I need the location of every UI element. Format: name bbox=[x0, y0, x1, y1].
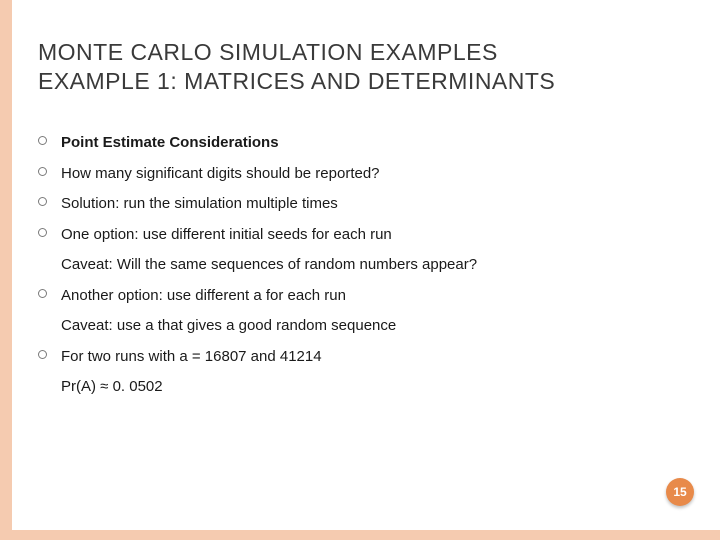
bullet-icon bbox=[38, 136, 47, 145]
slide-title: MONTE CARLO SIMULATION EXAMPLES EXAMPLE … bbox=[38, 38, 678, 96]
list-item-text: Point Estimate Considerations bbox=[61, 132, 279, 155]
bullet-icon bbox=[38, 228, 47, 237]
bullet-icon bbox=[38, 289, 47, 298]
list-item-text: For two runs with a = 16807 and 41214 bbox=[61, 346, 322, 369]
page-number-badge: 15 bbox=[666, 478, 694, 506]
title-line-2: EXAMPLE 1: MATRICES AND DETERMINANTS bbox=[38, 67, 678, 96]
list-item-sub: Caveat: Will the same sequences of rando… bbox=[61, 254, 678, 277]
list-item-text: Solution: run the simulation multiple ti… bbox=[61, 193, 338, 216]
list-item: For two runs with a = 16807 and 41214 bbox=[38, 346, 678, 369]
list-item-text: How many significant digits should be re… bbox=[61, 163, 380, 186]
list-item: Point Estimate Considerations bbox=[38, 132, 678, 155]
bullet-icon bbox=[38, 350, 47, 359]
bullet-icon bbox=[38, 167, 47, 176]
title-line-1: MONTE CARLO SIMULATION EXAMPLES bbox=[38, 38, 678, 67]
list-item-text: Another option: use different a for each… bbox=[61, 285, 346, 308]
list-item: How many significant digits should be re… bbox=[38, 163, 678, 186]
list-item: One option: use different initial seeds … bbox=[38, 224, 678, 247]
list-item-sub: Caveat: use a that gives a good random s… bbox=[61, 315, 678, 338]
list-item: Another option: use different a for each… bbox=[38, 285, 678, 308]
page-number: 15 bbox=[673, 485, 686, 499]
bullet-list: Point Estimate Considerations How many s… bbox=[38, 132, 678, 407]
list-item: Solution: run the simulation multiple ti… bbox=[38, 193, 678, 216]
bullet-icon bbox=[38, 197, 47, 206]
stripe-left bbox=[0, 0, 12, 540]
list-item-text: One option: use different initial seeds … bbox=[61, 224, 392, 247]
stripe-bottom bbox=[0, 530, 720, 540]
list-item-sub: Pr(A) ≈ 0. 0502 bbox=[61, 376, 678, 399]
